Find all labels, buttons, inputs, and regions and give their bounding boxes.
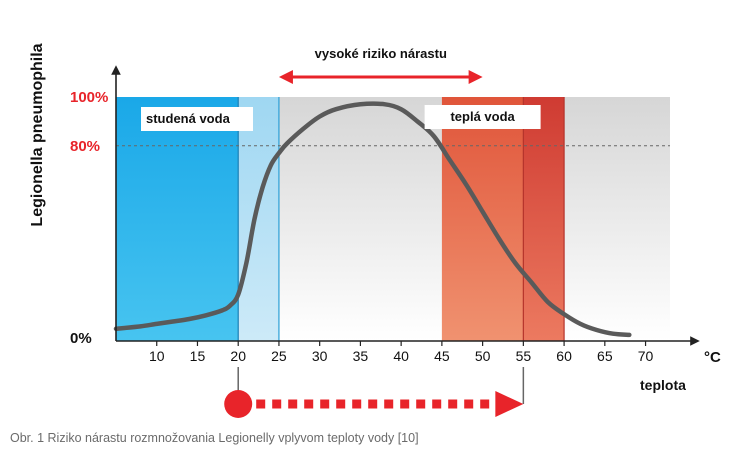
growth-arrow-head xyxy=(495,391,524,417)
x-tick-label: 55 xyxy=(516,348,532,364)
growth-start-dot xyxy=(224,390,253,418)
x-tick-label: 25 xyxy=(271,348,287,364)
zone-cold-0 xyxy=(116,97,239,341)
y-tick-label: 100% xyxy=(70,89,108,106)
figure-caption: Obr. 1 Riziko nárastu rozmnožovania Legi… xyxy=(10,431,419,445)
risk-arrow xyxy=(278,70,483,84)
cold-label-bg xyxy=(141,107,253,131)
risk-arrow-right-head xyxy=(468,70,483,84)
zone-neutral-2 xyxy=(278,97,442,341)
zone-neutral-5 xyxy=(564,97,670,341)
x-tick-label: 70 xyxy=(638,348,654,364)
legionella-chart: 10 15 20 25 30 35 40 45 50 55 60 65 70 0% 80% 100% Leg… xyxy=(29,43,721,418)
x-tick-label: 35 xyxy=(353,348,369,364)
x-tick-label: 60 xyxy=(556,348,572,364)
zone-dividers-layer xyxy=(237,97,565,341)
y-tick-label: 0% xyxy=(70,330,92,347)
x-axis-title: teplota xyxy=(640,377,686,393)
warm-label-bg xyxy=(424,105,541,129)
y-tick-label: 80% xyxy=(70,138,100,155)
x-tick-label: 20 xyxy=(230,348,246,364)
x-tick-label: 50 xyxy=(475,348,491,364)
risk-label: vysoké riziko nárastu xyxy=(315,46,447,61)
curve-layer xyxy=(113,101,632,338)
zone-warm-3 xyxy=(441,97,524,341)
cold-water-label: studená voda xyxy=(146,111,231,126)
x-tick-label: 65 xyxy=(597,348,613,364)
zone-cold_transition-1 xyxy=(238,97,279,341)
warm-water-label: teplá voda xyxy=(450,109,515,124)
zone-hot-4 xyxy=(523,97,565,341)
x-tick-label: 45 xyxy=(434,348,450,364)
x-tick-label: 10 xyxy=(149,348,165,364)
risk-arrow-left-head xyxy=(278,70,293,84)
x-tick-label: 30 xyxy=(312,348,328,364)
x-tick-label: 15 xyxy=(190,348,206,364)
zones-layer xyxy=(116,97,670,341)
x-tick-label: 40 xyxy=(393,348,409,364)
y-ticks-layer: 0% 80% 100% xyxy=(70,89,108,347)
y-axis-title: Legionella pneumophila xyxy=(29,43,46,226)
x-ticks-layer: 10 15 20 25 30 35 40 45 50 55 60 65 70 xyxy=(149,341,654,364)
x-unit-label: °C xyxy=(704,349,721,366)
legionella-curve xyxy=(113,101,632,338)
growth-range-indicator xyxy=(224,367,525,418)
